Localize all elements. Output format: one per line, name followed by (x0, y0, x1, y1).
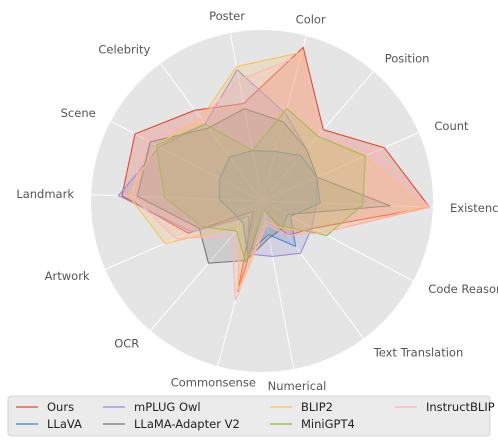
legend: Ours LLaVA mPLUG Owl LLaMA-Adapter V2 BLIP2 M… (7, 395, 495, 437)
axis-label-celebrity: Celebrity (98, 43, 150, 57)
spoke-line (150, 200, 263, 331)
axis-label-count: Count (434, 119, 469, 133)
spoke-line (261, 200, 414, 282)
axis-label-color: Color (296, 12, 326, 26)
series-polygon-ours (121, 46, 431, 292)
legend-label: Ours (47, 400, 74, 414)
axis-label-artwork: Artwork (45, 269, 90, 283)
legend-label: LLaVA (47, 417, 82, 431)
spoke-line (229, 32, 263, 202)
axis-label-code-reasoning: Code Reasoning (428, 282, 498, 296)
axis-label-landmark: Landmark (16, 187, 74, 201)
legend-label: InstructBLIP (426, 400, 495, 414)
spoke-line (261, 132, 419, 202)
series-polygon-instructblip (131, 54, 431, 301)
legend-label: mPLUG Owl (134, 400, 201, 414)
axis-label-existence: Existence (450, 201, 498, 215)
legend-label: LLaMA-Adapter V2 (134, 417, 240, 431)
legend-label: BLIP2 (301, 400, 333, 414)
spoke-line (261, 200, 433, 208)
spoke-line (160, 63, 263, 202)
spoke-line (110, 120, 263, 202)
axis-label-text-translation: Text Translation (373, 345, 464, 359)
axis-label-position: Position (385, 51, 430, 65)
axis-label-poster: Poster (209, 9, 245, 23)
series-polygon-blip2 (128, 51, 426, 291)
axis-labels: Color Position Count Existence Code Reasonin… (16, 9, 498, 393)
legend-label: MiniGPT4 (301, 417, 355, 431)
spoke-line (105, 200, 263, 270)
legend-frame (7, 395, 491, 437)
radar-series-layer (117, 46, 431, 301)
axis-label-numerical: Numerical (268, 379, 327, 393)
axis-label-commonsense: Commonsense (171, 376, 256, 390)
spoke-line (261, 35, 307, 202)
axis-label-ocr: OCR (114, 337, 139, 351)
spoke-line (261, 200, 295, 370)
axis-label-scene: Scene (61, 106, 96, 120)
series-polygon-minigpt4 (155, 107, 366, 264)
